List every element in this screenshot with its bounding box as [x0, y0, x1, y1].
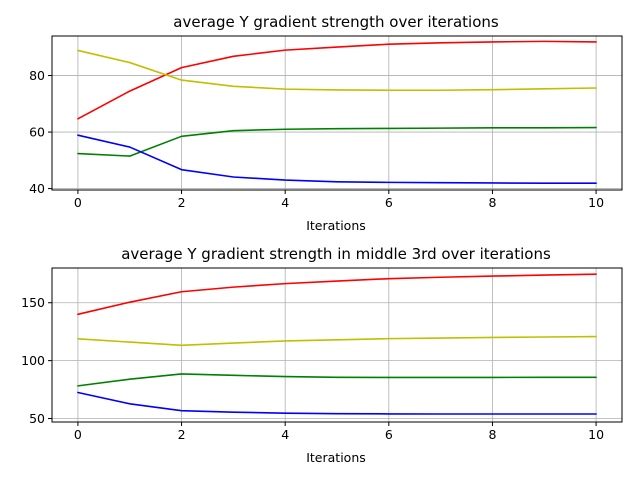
x-tick-label: 2	[178, 427, 186, 442]
series-line	[77, 391, 597, 415]
series-line	[77, 40, 597, 120]
gridlines	[52, 36, 622, 190]
y-tick-label: 150	[21, 295, 45, 310]
series-line	[77, 126, 597, 157]
series-line	[77, 273, 597, 316]
y-tick-label: 40	[29, 181, 45, 196]
x-tick-label: 10	[588, 427, 604, 442]
x-tick-label: 6	[385, 195, 393, 210]
series-group	[77, 40, 597, 185]
y-tick-label: 100	[21, 353, 45, 368]
x-tick-label: 10	[588, 195, 604, 210]
x-tick-label: 6	[385, 427, 393, 442]
x-tick-label: 0	[74, 195, 82, 210]
series-line	[77, 49, 597, 92]
series-group	[77, 273, 597, 415]
y-tick-label: 60	[29, 125, 45, 140]
chart-title: average Y gradient strength in middle 3r…	[121, 245, 551, 263]
x-axis-label: Iterations	[306, 450, 366, 465]
series-line	[77, 373, 597, 387]
x-tick-label: 0	[74, 427, 82, 442]
x-tick-label: 4	[281, 427, 289, 442]
x-tick-label: 8	[488, 195, 496, 210]
plot-frame	[51, 35, 623, 191]
chart-top: average Y gradient strength over iterati…	[29, 13, 623, 233]
series-line	[77, 335, 597, 347]
plot-frame	[51, 267, 623, 423]
x-tick-label: 4	[281, 195, 289, 210]
gridlines	[52, 268, 622, 422]
series-line	[77, 134, 597, 185]
x-axis-label: Iterations	[306, 218, 366, 233]
x-tick-label: 2	[178, 195, 186, 210]
y-tick-label: 50	[29, 411, 45, 426]
ticks: 0 2 4 6 8 10 40 60 80	[29, 68, 604, 210]
x-tick-label: 8	[488, 427, 496, 442]
y-tick-label: 80	[29, 68, 45, 83]
chart-title: average Y gradient strength over iterati…	[173, 13, 499, 31]
chart-bottom: average Y gradient strength in middle 3r…	[21, 245, 623, 465]
ticks: 0 2 4 6 8 10 50 100 150	[21, 295, 604, 442]
